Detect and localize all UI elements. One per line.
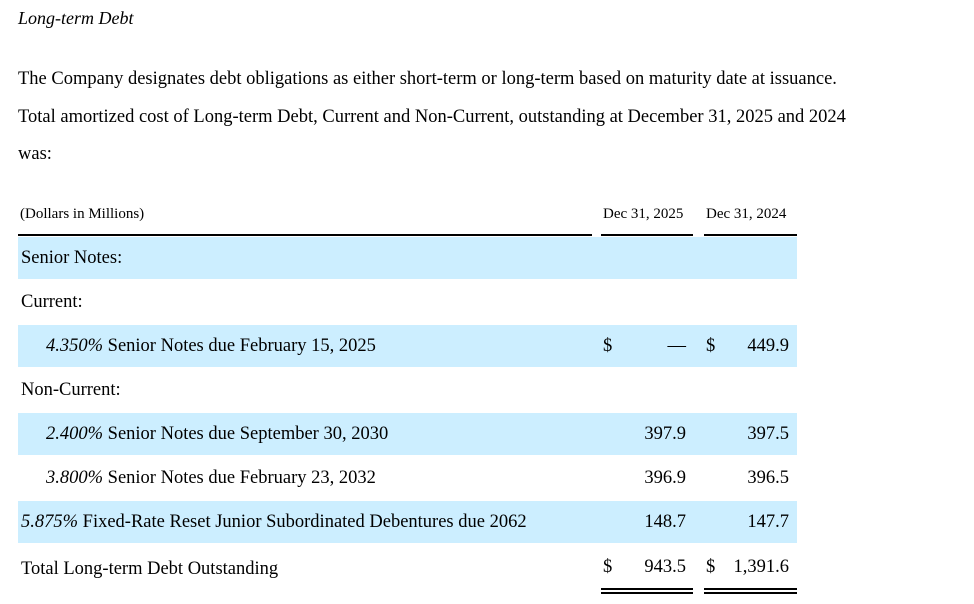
dollar-sign: $	[706, 557, 716, 577]
total-label: Total Long-term Debt Outstanding	[21, 559, 279, 579]
section-title: Long-term Debt	[18, 8, 134, 28]
row-label: Non-Current:	[21, 380, 121, 400]
header-rule	[704, 234, 797, 236]
total-double-rule	[601, 588, 693, 590]
table-row: 2.400% Senior Notes due September 30, 20…	[18, 413, 797, 455]
table-row: Current:	[18, 281, 797, 323]
row-label: 5.875% Fixed-Rate Reset Junior Subordina…	[21, 512, 527, 533]
value-2024: 397.5	[747, 424, 789, 444]
table-row: Senior Notes:	[18, 237, 797, 279]
total-double-rule	[704, 592, 797, 594]
value-2025: 148.7	[644, 512, 686, 532]
row-label: 4.350% Senior Notes due February 15, 202…	[46, 336, 376, 357]
header-rule	[601, 234, 693, 236]
row-label: 2.400% Senior Notes due September 30, 20…	[46, 424, 388, 445]
value-2025: 397.9	[644, 424, 686, 444]
table-row: 5.875% Fixed-Rate Reset Junior Subordina…	[18, 501, 797, 543]
interest-rate: 4.350%	[46, 336, 104, 356]
total-2024: 1,391.6	[733, 557, 790, 577]
row-label: Current:	[21, 292, 83, 312]
column-header-2024: Dec 31, 2024	[706, 206, 787, 222]
table-row: 4.350% Senior Notes due February 15, 202…	[18, 325, 797, 367]
value-2024: 147.7	[747, 512, 789, 532]
column-header-2025: Dec 31, 2025	[603, 206, 684, 222]
note-description: Senior Notes due February 23, 2032	[103, 468, 376, 488]
note-description: Fixed-Rate Reset Junior Subordinated Deb…	[78, 512, 527, 532]
total-2025: 943.5	[644, 557, 686, 577]
interest-rate: 5.875%	[21, 512, 79, 532]
value-2025: 396.9	[644, 468, 686, 488]
value-2025: —	[667, 336, 687, 356]
interest-rate: 3.800%	[46, 468, 104, 488]
note-description: Senior Notes due February 15, 2025	[103, 336, 376, 356]
value-2024: 396.5	[747, 468, 789, 488]
paragraph-line: The Company designates debt obligations …	[18, 69, 837, 89]
dollar-sign: $	[603, 336, 613, 356]
row-label: 3.800% Senior Notes due February 23, 203…	[46, 468, 376, 489]
table-row: 3.800% Senior Notes due February 23, 203…	[18, 457, 797, 499]
paragraph-line: was:	[18, 144, 52, 164]
total-double-rule	[601, 592, 693, 594]
header-rule	[18, 234, 592, 236]
dollar-sign: $	[706, 336, 716, 356]
interest-rate: 2.400%	[46, 424, 104, 444]
note-description: Senior Notes due September 30, 2030	[103, 424, 389, 444]
paragraph-line: Total amortized cost of Long-term Debt, …	[18, 106, 846, 127]
intro-paragraph: The Company designates debt obligations …	[18, 61, 968, 174]
table-row: Non-Current:	[18, 369, 797, 411]
total-row: Total Long-term Debt Outstanding $ 943.5…	[18, 547, 797, 591]
unit-label: (Dollars in Millions)	[20, 206, 145, 222]
value-2024: 449.9	[747, 336, 789, 356]
dollar-sign: $	[603, 557, 613, 577]
row-label: Senior Notes:	[21, 248, 123, 268]
total-double-rule	[704, 588, 797, 590]
